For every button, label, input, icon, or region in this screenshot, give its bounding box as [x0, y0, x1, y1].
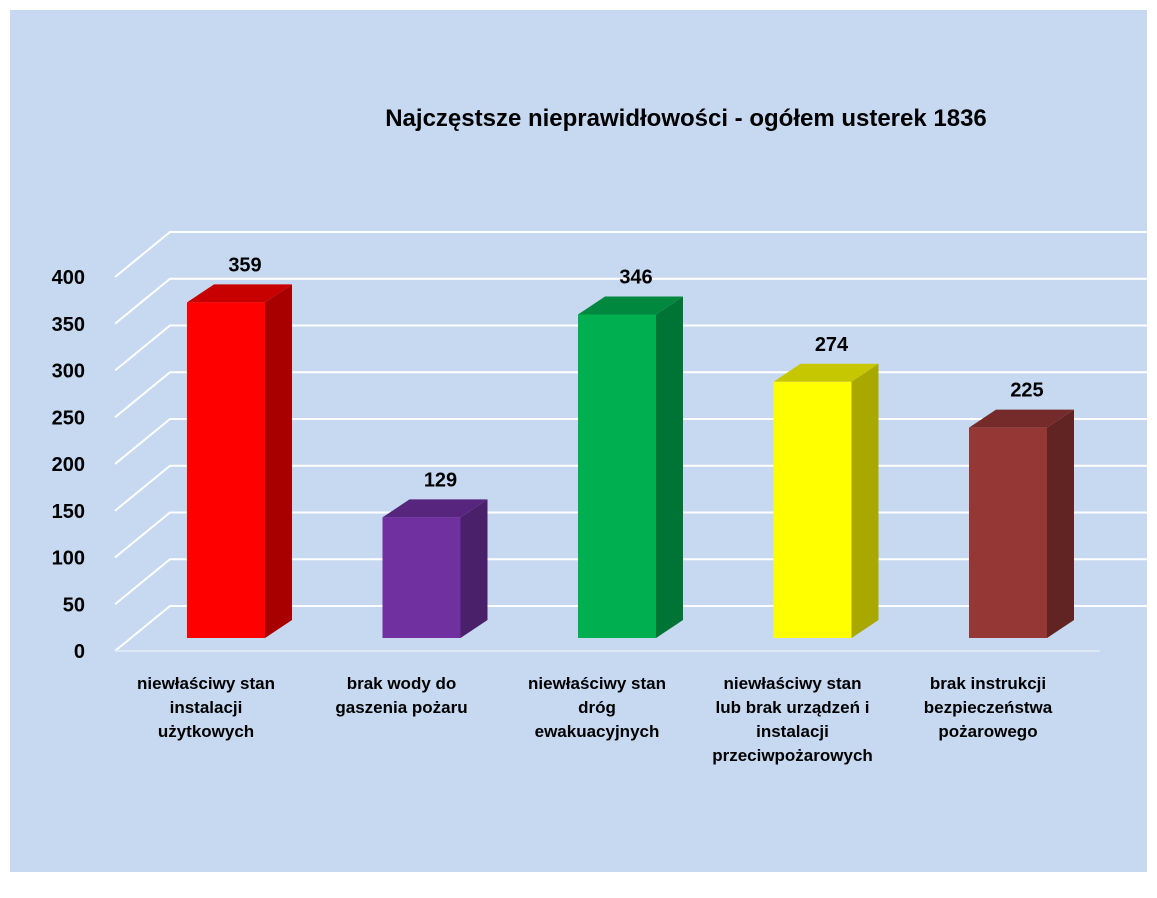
- value-label: 359: [228, 254, 261, 276]
- bar: [187, 302, 265, 638]
- y-tick-label: 300: [52, 361, 85, 383]
- grid-line: [114, 277, 1157, 325]
- bar-top: [187, 284, 292, 303]
- bar-side: [1047, 409, 1074, 638]
- bar-top: [969, 409, 1074, 428]
- bar-side: [656, 296, 683, 638]
- bar-top: [773, 363, 879, 382]
- x-tick-label: brak instrukcji bezpieczeństwa pożarowego: [924, 674, 1053, 741]
- bar-side: [851, 363, 879, 638]
- bar: [578, 314, 656, 638]
- y-tick-label: 150: [52, 501, 85, 523]
- bar-side: [460, 499, 488, 638]
- chart-title: Najczęstsze nieprawidłowości - ogółem us…: [385, 105, 987, 132]
- y-tick-label: 250: [52, 407, 85, 429]
- bar: [773, 381, 852, 638]
- y-tick-label: 350: [52, 314, 85, 336]
- x-tick-label: brak wody do gaszenia pożaru: [335, 674, 467, 717]
- bar-top: [382, 499, 488, 518]
- x-tick-label: niewłaściwy stan lub brak urządzeń i insta…: [712, 674, 873, 765]
- y-tick-label: 200: [52, 454, 85, 476]
- value-label: 274: [815, 334, 849, 356]
- y-tick-label: 0: [74, 641, 85, 663]
- value-label: 346: [619, 266, 652, 288]
- bar: [969, 427, 1047, 638]
- value-label: 129: [424, 469, 457, 491]
- y-tick-label: 400: [52, 267, 85, 289]
- bar-side: [265, 284, 292, 638]
- bar: [382, 517, 461, 638]
- x-tick-label: niewłaściwy stan dróg ewakuacyjnych: [528, 674, 666, 741]
- grid-line: [114, 231, 1157, 278]
- value-label: 225: [1010, 380, 1043, 402]
- y-tick-label: 100: [52, 548, 85, 570]
- y-tick-label: 50: [63, 594, 85, 616]
- bar-top: [578, 296, 683, 315]
- grid-line: [114, 324, 1157, 372]
- x-tick-label: niewłaściwy stan instalacji użytkowych: [137, 674, 275, 741]
